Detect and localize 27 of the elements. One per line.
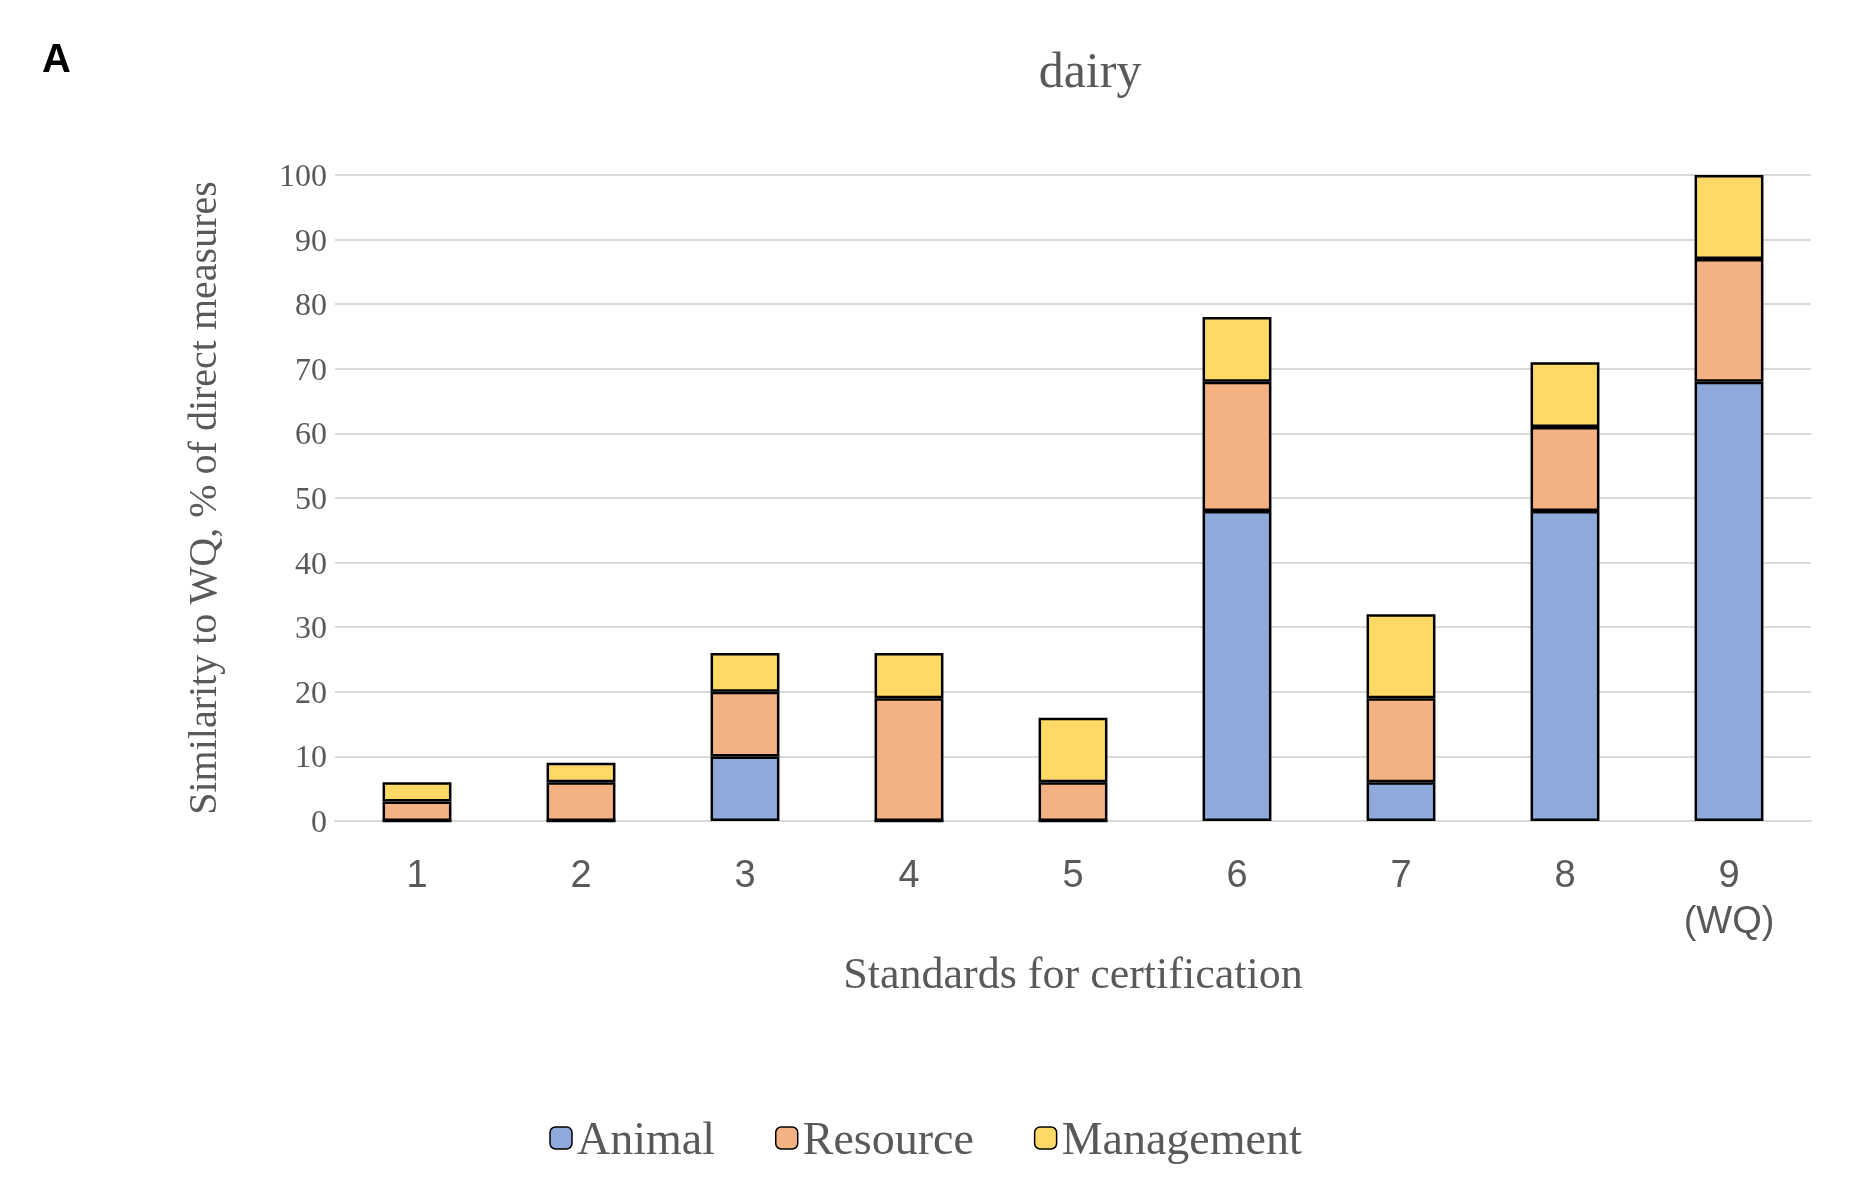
- y-tick-label: 0: [311, 803, 327, 839]
- y-tick-label: 10: [295, 738, 327, 775]
- chart-title: dairy: [1038, 42, 1142, 98]
- x-tick-label: 7: [1390, 853, 1412, 895]
- legend-label: Resource: [802, 1112, 974, 1164]
- y-tick-label: 30: [295, 609, 327, 646]
- y-tick-label: 100: [279, 157, 327, 193]
- x-tick-label: 8: [1554, 853, 1576, 895]
- y-tick-label: 40: [295, 544, 327, 581]
- legend-label: Animal: [577, 1112, 715, 1164]
- y-tick-label: 50: [295, 480, 327, 516]
- x-tick-label: 3: [734, 853, 756, 895]
- x-tick-label: 5: [1062, 853, 1084, 895]
- y-tick-label: 20: [295, 673, 327, 710]
- x-tick-label: 1: [406, 853, 428, 895]
- y-tick-label: 90: [295, 221, 327, 258]
- x-tick-label: 2: [570, 853, 592, 895]
- legend-label: Management: [1061, 1112, 1302, 1164]
- x-tick-label: 9 (WQ): [1683, 853, 1775, 941]
- y-axis-title: Similarity to WQ, % of direct measures: [179, 181, 225, 815]
- y-tick-label: 60: [295, 415, 327, 452]
- x-tick-label: 6: [1226, 853, 1248, 895]
- y-tick-label: 70: [295, 350, 327, 387]
- x-axis-title: Standards for certification: [843, 948, 1303, 998]
- x-tick-label: 4: [898, 853, 920, 895]
- text: A: [42, 36, 71, 80]
- y-tick-label: 80: [295, 286, 327, 323]
